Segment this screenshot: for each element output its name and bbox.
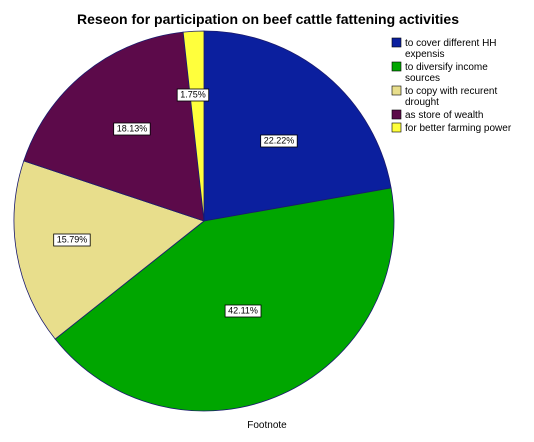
slice-label-box <box>176 88 210 102</box>
legend-item-4: as store of wealth <box>391 109 483 121</box>
legend-label: to copy with recurent <box>405 86 497 97</box>
slice-label-box <box>53 233 91 247</box>
pie-slice-1 <box>203 30 392 222</box>
legend-swatch <box>391 85 402 96</box>
chart-title: Reseon for participation on beef cattle … <box>77 11 459 27</box>
slice-label-3: 15.79% <box>53 233 91 247</box>
pie-slice-2 <box>54 187 395 412</box>
slice-label-1: 22.22% <box>260 134 298 148</box>
legend-label: to cover different HH <box>405 38 497 49</box>
slice-label-4: 18.13% <box>113 122 151 136</box>
legend-label: expensis <box>405 49 444 60</box>
slice-label-box <box>260 134 298 148</box>
slice-label-text: 18.13% <box>117 123 148 133</box>
legend-swatch <box>391 109 402 120</box>
slice-labels: 22.22% 42.11% 15.79% 18.13% 1.75% <box>53 88 298 318</box>
slice-label-box <box>224 304 262 318</box>
slice-label-text: 42.11% <box>228 305 258 315</box>
slice-label-box <box>113 122 151 136</box>
slice-label-2: 42.11% <box>224 304 262 318</box>
legend-label: to diversify income <box>405 62 488 73</box>
slice-label-5: 1.75% <box>176 88 210 102</box>
slice-label-text: 1.75% <box>180 89 206 99</box>
footnote: Footnote <box>247 420 287 431</box>
pie-slice-5 <box>182 30 205 222</box>
slice-label-text: 22.22% <box>264 135 295 145</box>
legend-swatch <box>391 61 402 72</box>
legend-label: for better farming power <box>405 123 512 134</box>
pie-slices <box>13 30 395 412</box>
legend-label: as store of wealth <box>405 110 483 121</box>
legend-swatch <box>391 37 402 48</box>
legend-swatch <box>391 122 402 133</box>
legend-item-5: for better farming power <box>391 122 512 134</box>
legend-label: drought <box>405 97 439 108</box>
legend-label: sources <box>405 73 440 84</box>
slice-label-text: 15.79% <box>57 234 88 244</box>
